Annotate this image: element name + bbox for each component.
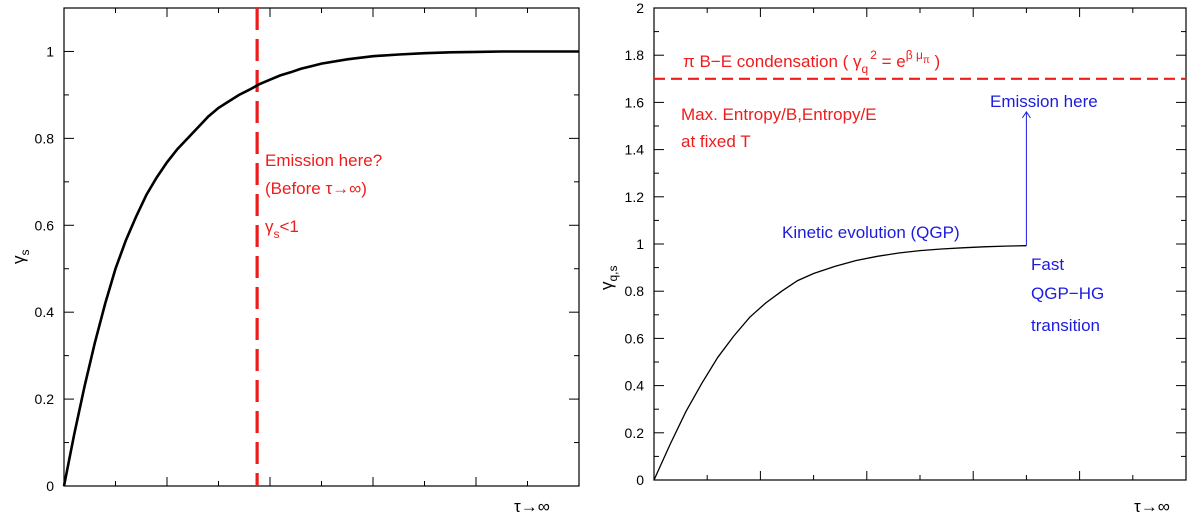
left-annotation-gamma-lt-1: γs<1: [265, 217, 299, 241]
left-annotation-before: (Before τ→∞): [265, 179, 367, 198]
right-y-tick-label: 0.4: [625, 378, 645, 394]
right-kinetic-label: Kinetic evolution (QGP): [782, 223, 960, 242]
right-chart: 0 0.2 0.4 0.6 0.8 1 1.2 1.4 1.6 1.8 2 π B−E conden…: [597, 0, 1187, 516]
left-y-tick-label: 1: [46, 43, 54, 59]
left-y-tick-label: 0.4: [35, 304, 55, 320]
right-emission-label: Emission here: [990, 92, 1098, 111]
left-plot-frame: [63, 7, 580, 487]
right-y-tick-label: 1.2: [625, 189, 645, 205]
right-fast-label: Fast: [1031, 255, 1064, 274]
right-y-tick-label: 1.4: [625, 142, 645, 158]
right-transition-label: transition: [1031, 316, 1100, 335]
left-y-tick-label: 0.8: [35, 130, 55, 146]
right-y-tick-label: 0.6: [625, 330, 645, 346]
right-y-tick-labels: 0 0.2 0.4 0.6 0.8 1 1.2 1.4 1.6 1.8 2: [625, 0, 645, 488]
left-ticks: [64, 8, 579, 487]
right-fixed-t-label: at fixed T: [681, 132, 751, 151]
right-arrowhead-icon: [1021, 110, 1031, 119]
left-y-tick-label: 0: [46, 478, 54, 494]
left-chart: 0 0.2 0.4 0.6 0.8 1 Emission here? (Before τ→…: [9, 7, 580, 516]
left-y-tick-label: 0.2: [35, 391, 55, 407]
left-y-axis-label: γs: [9, 250, 32, 265]
right-y-tick-label: 0: [636, 472, 644, 488]
right-y-tick-label: 0.2: [625, 425, 645, 441]
right-x-axis-label: τ→∞: [1134, 497, 1170, 516]
left-y-tick-label: 0.6: [35, 217, 55, 233]
right-y-tick-label: 0.8: [625, 283, 645, 299]
left-gamma-s-curve: [62, 50, 579, 487]
right-max-entropy-label: Max. Entropy/B,Entropy/E: [681, 105, 877, 124]
right-qgp-hg-label: QGP−HG: [1031, 284, 1104, 303]
right-y-tick-label: 2: [636, 0, 644, 16]
right-gamma-qs-curve: [653, 245, 1027, 481]
right-y-tick-label: 1.8: [625, 47, 645, 63]
right-y-tick-label: 1: [636, 236, 644, 252]
left-y-tick-labels: 0 0.2 0.4 0.6 0.8 1: [35, 43, 55, 494]
right-y-tick-label: 1.6: [625, 94, 645, 110]
left-x-axis-label: τ→∞: [514, 497, 550, 516]
right-y-axis-label: γq,s: [597, 265, 620, 290]
right-ticks: [654, 7, 1186, 481]
left-annotation-emission: Emission here?: [265, 151, 382, 170]
right-be-condensation-label: π B−E condensation ( γq2 = eβ μπ ): [683, 48, 940, 76]
